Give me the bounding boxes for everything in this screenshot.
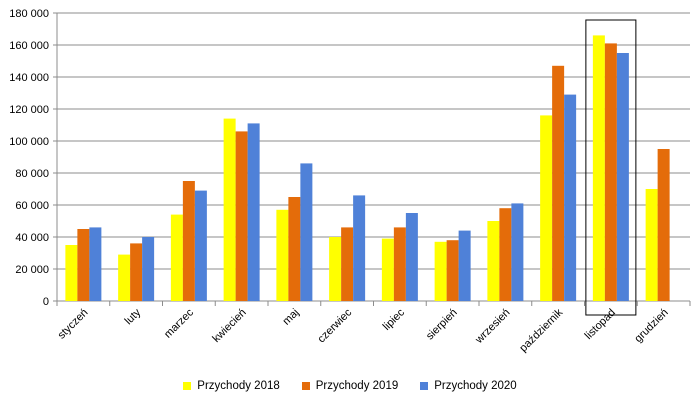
bar (182, 181, 195, 301)
bar (276, 209, 289, 301)
x-tick-label: marzec (162, 306, 196, 340)
bar (288, 197, 301, 301)
bar (89, 227, 102, 301)
bar (247, 123, 260, 302)
bar (223, 118, 236, 301)
legend: Przychody 2018 Przychody 2019 Przychody … (0, 376, 700, 396)
legend-label-2018: Przychody 2018 (197, 380, 280, 392)
bar (341, 227, 354, 301)
bar (564, 94, 577, 301)
legend-item-2018: Przychody 2018 (183, 376, 280, 396)
legend-item-2020: Przychody 2020 (420, 376, 517, 396)
legend-swatch-2018 (183, 382, 192, 390)
bar (329, 237, 342, 301)
x-tick-label: czerwiec (315, 306, 354, 345)
bar (142, 237, 155, 301)
bar (170, 214, 183, 301)
y-tick-label: 160 000 (9, 40, 49, 52)
x-tick-label: luty (123, 306, 144, 327)
y-tick-label: 180 000 (9, 8, 49, 20)
bar (393, 227, 406, 301)
bar (552, 65, 565, 301)
bar (405, 213, 418, 301)
y-tick-label: 0 (43, 296, 49, 308)
bar (645, 189, 658, 301)
x-tick-label: październik (517, 306, 565, 354)
bar (616, 53, 629, 301)
bar (130, 243, 143, 301)
x-tick-label: sierpień (424, 307, 460, 343)
bar (235, 131, 248, 301)
legend-swatch-2019 (301, 382, 310, 390)
legend-item-2019: Przychody 2019 (301, 376, 399, 396)
x-tick-label: listopad (583, 307, 618, 342)
bar (540, 115, 553, 302)
y-tick-label: 100 000 (9, 136, 49, 148)
bar-chart: 0 20 000 40 000 60 000 80 000 100 000 120 000 1… (9, 8, 691, 354)
x-tick-label: wrzesień (473, 307, 513, 347)
bar (77, 229, 90, 301)
bar (300, 163, 313, 301)
bar (657, 149, 670, 301)
bar (604, 43, 617, 302)
bar (499, 208, 512, 301)
y-tick-label: 140 000 (9, 72, 49, 84)
bar (458, 230, 471, 301)
bar (353, 195, 366, 301)
bar (511, 203, 524, 301)
x-tick-label: kwiecień (210, 307, 248, 345)
y-tick-label: 80 000 (15, 168, 49, 180)
legend-label-2020: Przychody 2020 (434, 380, 517, 392)
bar (434, 241, 447, 301)
legend-swatch-2020 (420, 382, 429, 390)
x-tick-label: grudzień (632, 307, 670, 345)
y-tick-label: 60 000 (15, 200, 49, 212)
x-tick-label: maj (280, 307, 301, 328)
y-tick-label: 120 000 (9, 104, 49, 116)
x-tick-label: lipiec (381, 306, 408, 333)
y-tick-label: 40 000 (15, 232, 49, 244)
x-tick-label: styczeń (56, 307, 91, 342)
bar (446, 240, 459, 301)
bar (65, 245, 78, 301)
bar (592, 35, 605, 302)
bar (381, 238, 394, 301)
legend-label-2019: Przychody 2019 (315, 380, 399, 392)
highlight-box (585, 19, 637, 316)
bar (194, 190, 207, 301)
bar (487, 221, 500, 301)
bar (118, 254, 131, 301)
y-tick-label: 20 000 (15, 264, 49, 276)
